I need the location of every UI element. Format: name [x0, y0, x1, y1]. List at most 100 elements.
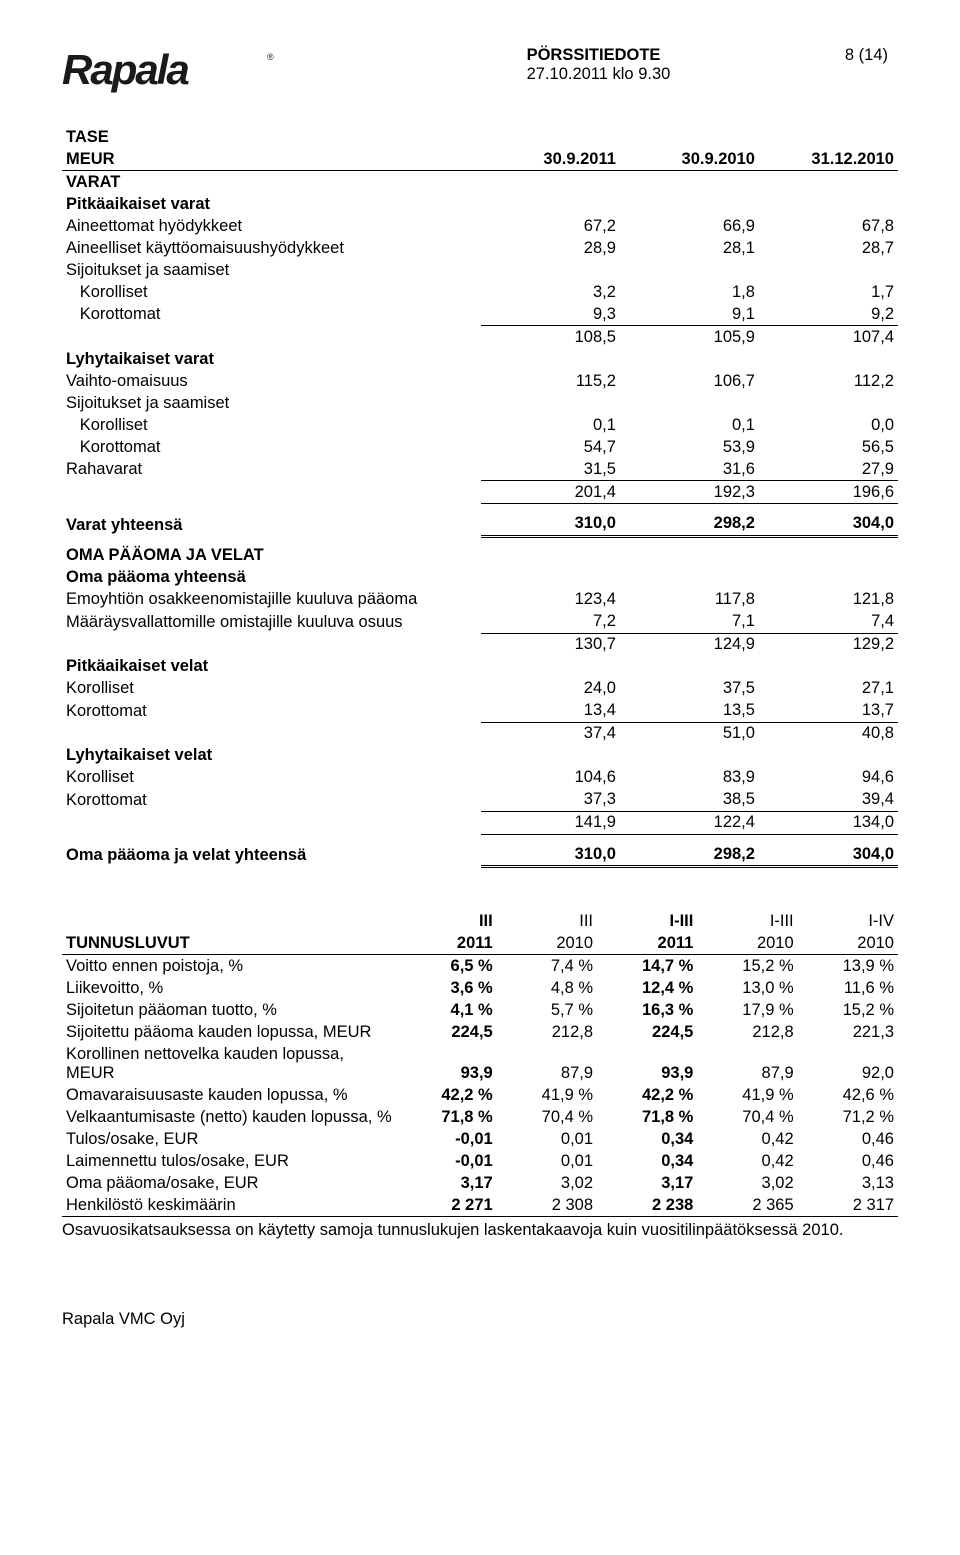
tunnus-title: TUNNUSLUVUT [62, 932, 396, 955]
row-label: Sijoitetun pääoman tuotto, % [62, 999, 396, 1021]
subtotal: 108,5 [481, 326, 620, 349]
table-cell: 17,9 % [697, 999, 797, 1021]
tunnusluvut-table: III III I-III I-III I-IV TUNNUSLUVUT 201… [62, 910, 898, 1217]
subtotal: 201,4 [481, 481, 620, 504]
table-cell: 2 317 [798, 1194, 898, 1217]
table-cell: 3,02 [697, 1172, 797, 1194]
table-cell: 224,5 [396, 1021, 496, 1043]
table-cell: 0,1 [620, 414, 759, 436]
table-cell: 123,4 [481, 589, 620, 611]
table-cell: 56,5 [759, 436, 898, 458]
table-cell: 5,7 % [497, 999, 597, 1021]
col-h: I-III [697, 910, 797, 932]
table-cell: 9,1 [620, 303, 759, 326]
row-label: Määräysvallattomille omistajille kuuluva… [62, 611, 481, 634]
col-h: 30.9.2010 [620, 148, 759, 171]
subtotal: 134,0 [759, 811, 898, 834]
table-cell: 24,0 [481, 678, 620, 700]
table-cell: 117,8 [620, 589, 759, 611]
table-cell: 2 365 [697, 1194, 797, 1217]
table-cell: 12,4 % [597, 977, 697, 999]
table-cell: 42,6 % [798, 1084, 898, 1106]
oma-yht-label: Oma pääoma yhteensä [62, 567, 481, 589]
table-cell: 0,1 [481, 414, 620, 436]
table-cell: 13,9 % [798, 955, 898, 978]
table-cell: 6,5 % [396, 955, 496, 978]
pitk-varat-label: Pitkäaikaiset varat [62, 193, 481, 215]
row-label: Korolliset [62, 767, 481, 789]
table-cell: 71,8 % [597, 1106, 697, 1128]
table-cell: 9,2 [759, 303, 898, 326]
table-cell: -0,01 [396, 1150, 496, 1172]
row-label: Rahavarat [62, 458, 481, 481]
table-cell: 115,2 [481, 370, 620, 392]
table-cell: 0,01 [497, 1150, 597, 1172]
table-cell: 3,2 [481, 281, 620, 303]
subtotal: 141,9 [481, 811, 620, 834]
table-cell: 83,9 [620, 767, 759, 789]
header-page: 8 (14) [845, 46, 888, 65]
sij-saa-label: Sijoitukset ja saamiset [62, 259, 481, 281]
row-label: Aineettomat hyödykkeet [62, 215, 481, 237]
table-cell: 39,4 [759, 789, 898, 812]
table-cell: 87,9 [497, 1043, 597, 1084]
logo: Rapala ® [62, 46, 282, 96]
table-cell: 67,2 [481, 215, 620, 237]
sij-saa2-label: Sijoitukset ja saamiset [62, 392, 481, 414]
col-h: III [396, 910, 496, 932]
table-cell: 37,5 [620, 678, 759, 700]
table-cell: 2 238 [597, 1194, 697, 1217]
varat-yht-v: 310,0 [481, 504, 620, 537]
table-cell: 70,4 % [497, 1106, 597, 1128]
row-label: Tulos/osake, EUR [62, 1128, 396, 1150]
table-cell: 28,7 [759, 237, 898, 259]
lyh-varat-label: Lyhytaikaiset varat [62, 348, 481, 370]
table-cell: 7,4 % [497, 955, 597, 978]
table-cell: 4,8 % [497, 977, 597, 999]
table-cell: 0,46 [798, 1128, 898, 1150]
table-cell: 7,1 [620, 611, 759, 634]
table-cell: 106,7 [620, 370, 759, 392]
tase-title: TASE [62, 126, 481, 148]
col-h: 2011 [396, 932, 496, 955]
footnote: Osavuosikatsauksessa on käytetty samoja … [62, 1221, 898, 1240]
table-cell: 66,9 [620, 215, 759, 237]
col-h: 2010 [497, 932, 597, 955]
varat-yht-v: 298,2 [620, 504, 759, 537]
subtotal: 105,9 [620, 326, 759, 349]
subtotal: 51,0 [620, 722, 759, 745]
subtotal: 192,3 [620, 481, 759, 504]
table-cell: 94,6 [759, 767, 898, 789]
table-cell: 53,9 [620, 436, 759, 458]
varat-label: VARAT [62, 171, 481, 194]
table-cell: 27,9 [759, 458, 898, 481]
row-label: Korottomat [62, 436, 481, 458]
oma-velat-yht-v: 304,0 [759, 834, 898, 867]
table-cell: 67,8 [759, 215, 898, 237]
table-cell: 1,7 [759, 281, 898, 303]
table-cell: 87,9 [697, 1043, 797, 1084]
table-cell: 221,3 [798, 1021, 898, 1043]
oma-velat-label: OMA PÄÄOMA JA VELAT [62, 536, 481, 567]
table-cell: 212,8 [697, 1021, 797, 1043]
col-h: III [497, 910, 597, 932]
table-cell: 13,4 [481, 700, 620, 723]
table-cell: 7,4 [759, 611, 898, 634]
svg-text:Rapala: Rapala [62, 46, 189, 93]
subtotal: 122,4 [620, 811, 759, 834]
table-cell: 13,0 % [697, 977, 797, 999]
row-label: Oma pääoma/osake, EUR [62, 1172, 396, 1194]
subtotal: 37,4 [481, 722, 620, 745]
col-h: 2011 [597, 932, 697, 955]
row-label: Vaihto-omaisuus [62, 370, 481, 392]
table-cell: 93,9 [597, 1043, 697, 1084]
subtotal: 129,2 [759, 633, 898, 656]
table-cell: -0,01 [396, 1128, 496, 1150]
row-label: Korolliset [62, 678, 481, 700]
table-cell: 31,5 [481, 458, 620, 481]
row-label: Korottomat [62, 303, 481, 326]
meur-label: MEUR [62, 148, 481, 171]
table-cell: 0,46 [798, 1150, 898, 1172]
table-cell: 28,9 [481, 237, 620, 259]
row-label: Korolliset [62, 281, 481, 303]
